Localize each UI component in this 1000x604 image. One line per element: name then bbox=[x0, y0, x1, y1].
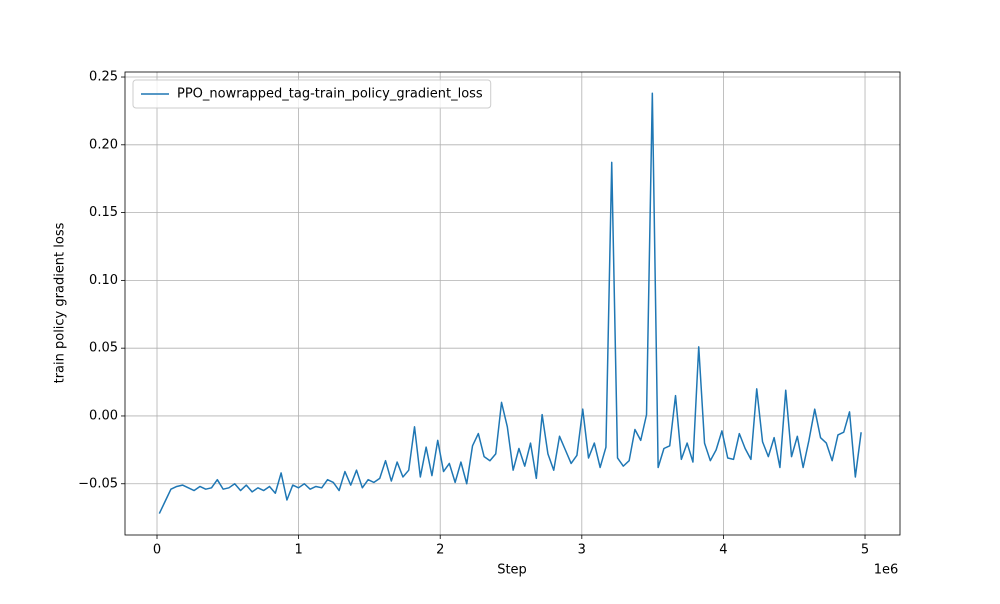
y-tick-label: 0.20 bbox=[89, 137, 118, 152]
x-tick-label: 0 bbox=[153, 543, 161, 558]
x-tick-label: 2 bbox=[436, 543, 444, 558]
x-tick-label: 1 bbox=[294, 543, 302, 558]
x-axis-label: Step bbox=[497, 563, 527, 578]
y-tick-label: 0.10 bbox=[89, 273, 118, 288]
x-offset-label: 1e6 bbox=[874, 563, 899, 578]
y-tick-label: 0.00 bbox=[89, 408, 118, 423]
x-tick-label: 5 bbox=[861, 543, 869, 558]
y-tick-label: 0.05 bbox=[89, 341, 118, 356]
plot-frame bbox=[124, 71, 901, 536]
y-tick-label: −0.05 bbox=[78, 476, 118, 491]
y-tick-label: 0.25 bbox=[89, 70, 118, 85]
data-line bbox=[158, 92, 862, 514]
legend-label: PPO_nowrapped_tag-train_policy_gradient_… bbox=[177, 87, 483, 102]
y-tick-label: 0.15 bbox=[89, 205, 118, 220]
y-axis-label: train policy gradient loss bbox=[53, 222, 68, 383]
x-tick-label: 3 bbox=[578, 543, 586, 558]
legend-box bbox=[132, 79, 492, 109]
x-tick-label: 4 bbox=[719, 543, 727, 558]
